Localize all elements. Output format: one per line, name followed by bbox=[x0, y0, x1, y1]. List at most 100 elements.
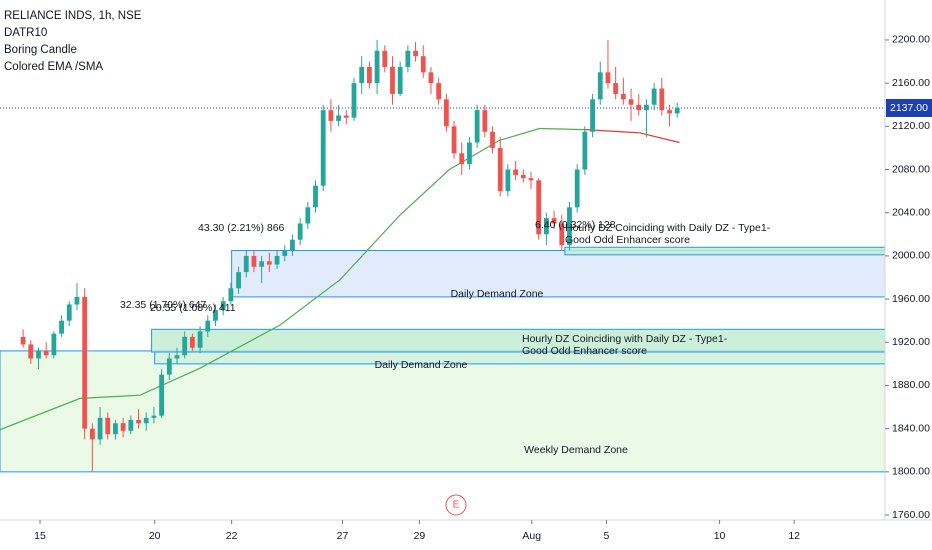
candle-body bbox=[159, 374, 165, 416]
candle-body bbox=[520, 174, 526, 179]
candle-body bbox=[667, 110, 672, 114]
event-label[interactable]: E bbox=[453, 500, 460, 511]
candle-body bbox=[143, 417, 149, 424]
y-tick-label: 2080.00 bbox=[892, 163, 930, 175]
y-tick-label: 1760.00 bbox=[892, 509, 930, 521]
candle-body bbox=[420, 56, 426, 73]
x-tick-label: 15 bbox=[34, 530, 46, 542]
candle-body bbox=[674, 107, 680, 114]
candle-body bbox=[320, 110, 326, 186]
candle-body bbox=[551, 218, 557, 224]
candle-body bbox=[189, 336, 195, 348]
candle-body bbox=[590, 99, 595, 132]
zone-label: Good Odd Enhancer score bbox=[522, 345, 647, 357]
candle-body bbox=[597, 72, 603, 100]
candle-body bbox=[66, 304, 72, 321]
candle-body bbox=[151, 415, 157, 418]
candle-body bbox=[490, 131, 495, 148]
plot bbox=[0, 39, 885, 472]
candle-body bbox=[513, 169, 519, 175]
indicator: Boring Candle bbox=[4, 44, 77, 56]
candle-body bbox=[313, 185, 318, 208]
y-tick-label: 1960.00 bbox=[892, 293, 930, 305]
candle-body bbox=[182, 336, 188, 356]
zone-label: Hourly DZ Coinciding with Daily DZ - Typ… bbox=[565, 222, 771, 234]
y-tick-label: 1920.00 bbox=[892, 336, 930, 348]
candle-body bbox=[213, 309, 218, 321]
candle-body bbox=[451, 126, 457, 154]
zone-label: Hourly DZ Coinciding with Daily DZ - Typ… bbox=[522, 333, 728, 345]
zone-label: Daily Demand Zone bbox=[451, 288, 544, 300]
candle-body bbox=[443, 99, 449, 127]
y-tick-label: 2200.00 bbox=[892, 34, 930, 46]
candle-body bbox=[459, 153, 465, 165]
chart-title: RELIANCE INDS, 1h, NSE bbox=[4, 10, 142, 22]
x-tick-label: Aug bbox=[522, 530, 541, 542]
y-tick-label: 1840.00 bbox=[892, 422, 930, 434]
candle-body bbox=[228, 288, 234, 302]
candle-body bbox=[282, 250, 288, 256]
candle-body bbox=[51, 333, 57, 356]
candle-body bbox=[628, 99, 634, 105]
candle-body bbox=[243, 255, 249, 273]
zone-label: Good Odd Enhancer score bbox=[565, 234, 690, 246]
x-tick-label: 20 bbox=[149, 530, 161, 542]
candle-body bbox=[59, 320, 64, 334]
demand-zone bbox=[154, 350, 886, 365]
candle-body bbox=[89, 428, 95, 440]
candle-body bbox=[359, 66, 365, 84]
demand-zone bbox=[564, 246, 886, 256]
candle-body bbox=[251, 255, 257, 267]
candle-body bbox=[644, 104, 649, 111]
candle-body bbox=[205, 320, 211, 332]
candle-body bbox=[382, 50, 388, 67]
candle-body bbox=[467, 142, 472, 165]
moving-average bbox=[0, 127, 585, 431]
annotation: 20.55 (1.08%) 411 bbox=[150, 302, 236, 314]
candle-body bbox=[536, 180, 542, 235]
candle-body bbox=[574, 169, 580, 208]
candle-body bbox=[328, 110, 334, 121]
candle-body bbox=[343, 115, 349, 118]
demand-zone bbox=[0, 350, 886, 473]
candle-body bbox=[636, 104, 642, 111]
candle-body bbox=[582, 131, 588, 170]
annotation: 43.30 (2.21%) 866 bbox=[198, 222, 285, 234]
indicator: DATR10 bbox=[4, 27, 47, 39]
candle-body bbox=[436, 83, 442, 100]
candle-body bbox=[543, 218, 549, 235]
y-tick-label: 2040.00 bbox=[892, 206, 930, 218]
candle-body bbox=[528, 178, 534, 181]
candle-body bbox=[197, 331, 203, 348]
candle-body bbox=[428, 72, 434, 84]
x-tick-label: 12 bbox=[788, 530, 800, 542]
candle-body bbox=[28, 344, 34, 359]
candle-body bbox=[567, 207, 572, 246]
candle-body bbox=[397, 66, 403, 94]
candle-body bbox=[474, 110, 480, 143]
candle-body bbox=[120, 423, 126, 431]
candle-body bbox=[36, 350, 41, 359]
candle-body bbox=[259, 261, 265, 267]
event-marker[interactable] bbox=[445, 494, 467, 516]
candle-body bbox=[20, 336, 26, 345]
annotation: 6.40 (0.32%) 128 bbox=[535, 219, 616, 231]
last-price-label: 2137.00 bbox=[890, 102, 928, 114]
zone-label: Weekly Demand Zone bbox=[524, 444, 628, 456]
candle-body bbox=[405, 50, 411, 67]
candle-body bbox=[274, 255, 280, 265]
candle-body bbox=[374, 50, 380, 84]
x-tick-label: 10 bbox=[714, 530, 726, 542]
candle-body bbox=[605, 72, 611, 84]
candle-body bbox=[413, 50, 418, 57]
candle-body bbox=[82, 296, 88, 429]
x-tick-label: 22 bbox=[226, 530, 238, 542]
candle-body bbox=[659, 88, 665, 111]
candle-body bbox=[297, 223, 303, 240]
candle-body bbox=[505, 169, 511, 192]
candle-body bbox=[336, 115, 342, 121]
candle-body bbox=[74, 296, 80, 305]
zones bbox=[0, 246, 886, 473]
candle-body bbox=[482, 110, 488, 132]
